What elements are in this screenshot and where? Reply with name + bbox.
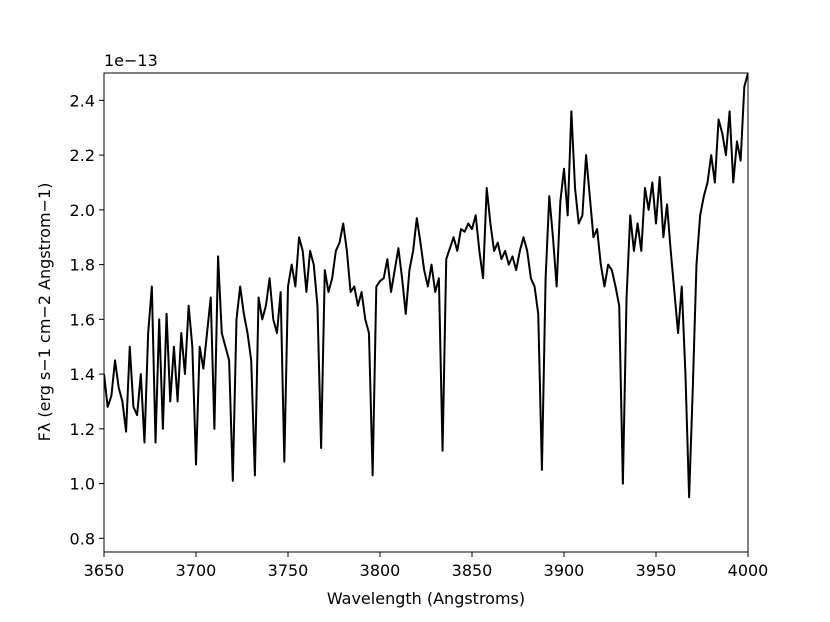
x-tick-label: 3900 bbox=[544, 561, 585, 580]
x-tick-label: 3750 bbox=[268, 561, 309, 580]
x-tick-label: 4000 bbox=[728, 561, 769, 580]
y-axis-label: Fλ (erg s−1 cm−2 Angstrom−1) bbox=[35, 183, 54, 442]
y-tick-label: 1.0 bbox=[70, 475, 95, 494]
y-tick-label: 2.2 bbox=[70, 146, 95, 165]
y-tick-label: 1.8 bbox=[70, 256, 95, 275]
x-tick-label: 3850 bbox=[452, 561, 493, 580]
axes-frame bbox=[103, 72, 749, 553]
x-tick-label: 3700 bbox=[176, 561, 217, 580]
x-tick-label: 3950 bbox=[636, 561, 677, 580]
y-tick-label: 2.0 bbox=[70, 201, 95, 220]
y-tick-label: 1.6 bbox=[70, 310, 95, 329]
x-tick-label: 3650 bbox=[84, 561, 125, 580]
y-tick-label: 1.4 bbox=[70, 365, 95, 384]
y-offset-label: 1e−13 bbox=[104, 51, 158, 70]
y-tick-label: 1.2 bbox=[70, 420, 95, 439]
spectrum-line bbox=[104, 73, 748, 499]
y-tick-label: 0.8 bbox=[70, 529, 95, 548]
y-tick-label: 2.4 bbox=[70, 91, 95, 110]
x-tick-label: 3800 bbox=[360, 561, 401, 580]
x-axis-label: Wavelength (Angstroms) bbox=[327, 589, 525, 608]
